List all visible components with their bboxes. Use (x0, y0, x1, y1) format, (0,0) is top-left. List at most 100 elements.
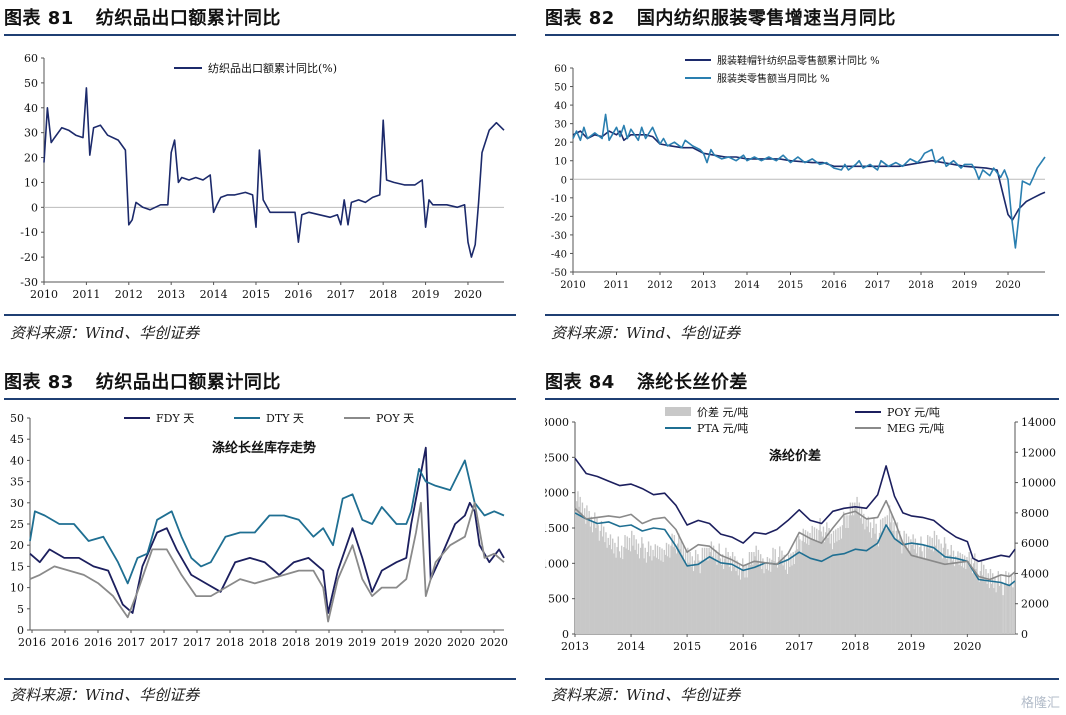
spread-bar (640, 547, 642, 634)
spread-bar (935, 535, 938, 634)
spread-bar (996, 581, 998, 634)
x-tick-label: 2010 (560, 280, 585, 291)
spread-bar (787, 554, 790, 634)
spread-bar (963, 555, 966, 634)
spread-bar (987, 573, 989, 634)
spread-bar (632, 545, 634, 634)
spread-bar (1002, 595, 1004, 634)
spread-bar (898, 530, 901, 634)
spread-bar (971, 573, 974, 634)
spread-bar (626, 536, 628, 634)
y2-tick-label: 14000 (1021, 416, 1056, 429)
spread-bar (903, 530, 905, 634)
spread-bar (866, 526, 868, 634)
spread-bar (805, 543, 808, 634)
spread-bar (995, 592, 997, 634)
spread-bar (666, 556, 669, 634)
spread-bar (846, 515, 848, 634)
x-tick-label: 2014 (734, 280, 759, 291)
x-tick-label: 2018 (841, 640, 869, 653)
spread-bar (972, 563, 975, 634)
spread-bar (875, 523, 877, 634)
spread-bar (703, 547, 706, 634)
legend-label: 服装鞋帽针纺织品零售额累计同比 % (717, 54, 880, 67)
spread-bar (951, 560, 954, 634)
spread-bar (818, 530, 820, 634)
spread-bar (647, 541, 650, 634)
spread-bar (904, 544, 906, 634)
y-tick-label: 10 (24, 176, 38, 189)
spread-bar (804, 530, 807, 634)
x-tick-label: 2011 (604, 280, 629, 291)
spread-bar (895, 530, 898, 634)
spread-bar (907, 536, 910, 634)
spread-bar (616, 547, 618, 634)
spread-bar (646, 552, 649, 634)
spread-bar (679, 549, 681, 634)
spread-bar (767, 570, 770, 634)
x-tick-label: 2017 (865, 280, 890, 291)
spread-bar (608, 544, 611, 634)
spread-bar (809, 532, 811, 634)
spread-bar (712, 545, 715, 634)
x-tick-label: 2018 (249, 636, 277, 649)
spread-bar (976, 559, 978, 634)
spread-bar (773, 561, 775, 634)
spread-bar (725, 547, 727, 634)
spread-bar (884, 516, 886, 634)
spread-bar (879, 519, 882, 634)
spread-bar (909, 550, 911, 634)
y-tick-label: 0 (31, 201, 38, 214)
spread-bar (848, 515, 850, 634)
spread-bar (890, 522, 892, 634)
spread-bar (654, 544, 656, 634)
chart-inner-title: 涤纶价差 (769, 448, 821, 464)
spread-bar (742, 558, 744, 634)
spread-bar (1005, 571, 1007, 634)
spread-bar (597, 525, 599, 634)
spread-bar (589, 526, 591, 634)
spread-bar (702, 560, 705, 634)
spread-bar (915, 553, 918, 634)
spread-bar (603, 526, 605, 634)
spread-bar (798, 535, 800, 634)
spread-bar (784, 569, 787, 634)
spread-bar (796, 549, 799, 634)
spread-bar (992, 573, 994, 634)
spread-bar (619, 557, 622, 634)
x-tick-label: 2018 (908, 280, 933, 291)
spread-bar (948, 564, 950, 634)
spread-bar (596, 518, 598, 634)
spread-bar (947, 549, 949, 634)
spread-bar (819, 518, 821, 634)
spread-bar (776, 567, 779, 634)
spread-bar (673, 535, 676, 634)
spread-bar (864, 529, 866, 634)
spread-bar (897, 539, 900, 634)
spread-bar (605, 532, 607, 634)
spread-bar (876, 539, 878, 634)
spread-bar (705, 560, 707, 634)
panel-title: 图表 83 纺织品出口额累计同比 (4, 372, 281, 393)
x-tick-label: 2018 (369, 288, 397, 301)
spread-bar (1006, 584, 1008, 634)
spread-bar (966, 556, 968, 634)
spread-bar (790, 553, 792, 634)
spread-bar (802, 528, 804, 634)
spread-bar (771, 559, 773, 634)
spread-bar (959, 552, 961, 634)
spread-bar (782, 565, 784, 634)
y-tick-label: 0 (17, 624, 24, 637)
x-tick-label: 2016 (18, 636, 46, 649)
spread-bar (878, 532, 881, 634)
spread-bar (631, 530, 633, 634)
spread-bar (731, 552, 734, 634)
x-tick-label: 2017 (785, 640, 813, 653)
series-line-1 (572, 113, 1046, 249)
series-line-0 (29, 446, 505, 614)
spread-bar (628, 537, 631, 634)
spread-bar (629, 551, 632, 634)
spread-bar (887, 527, 890, 634)
source-rule (4, 314, 516, 316)
